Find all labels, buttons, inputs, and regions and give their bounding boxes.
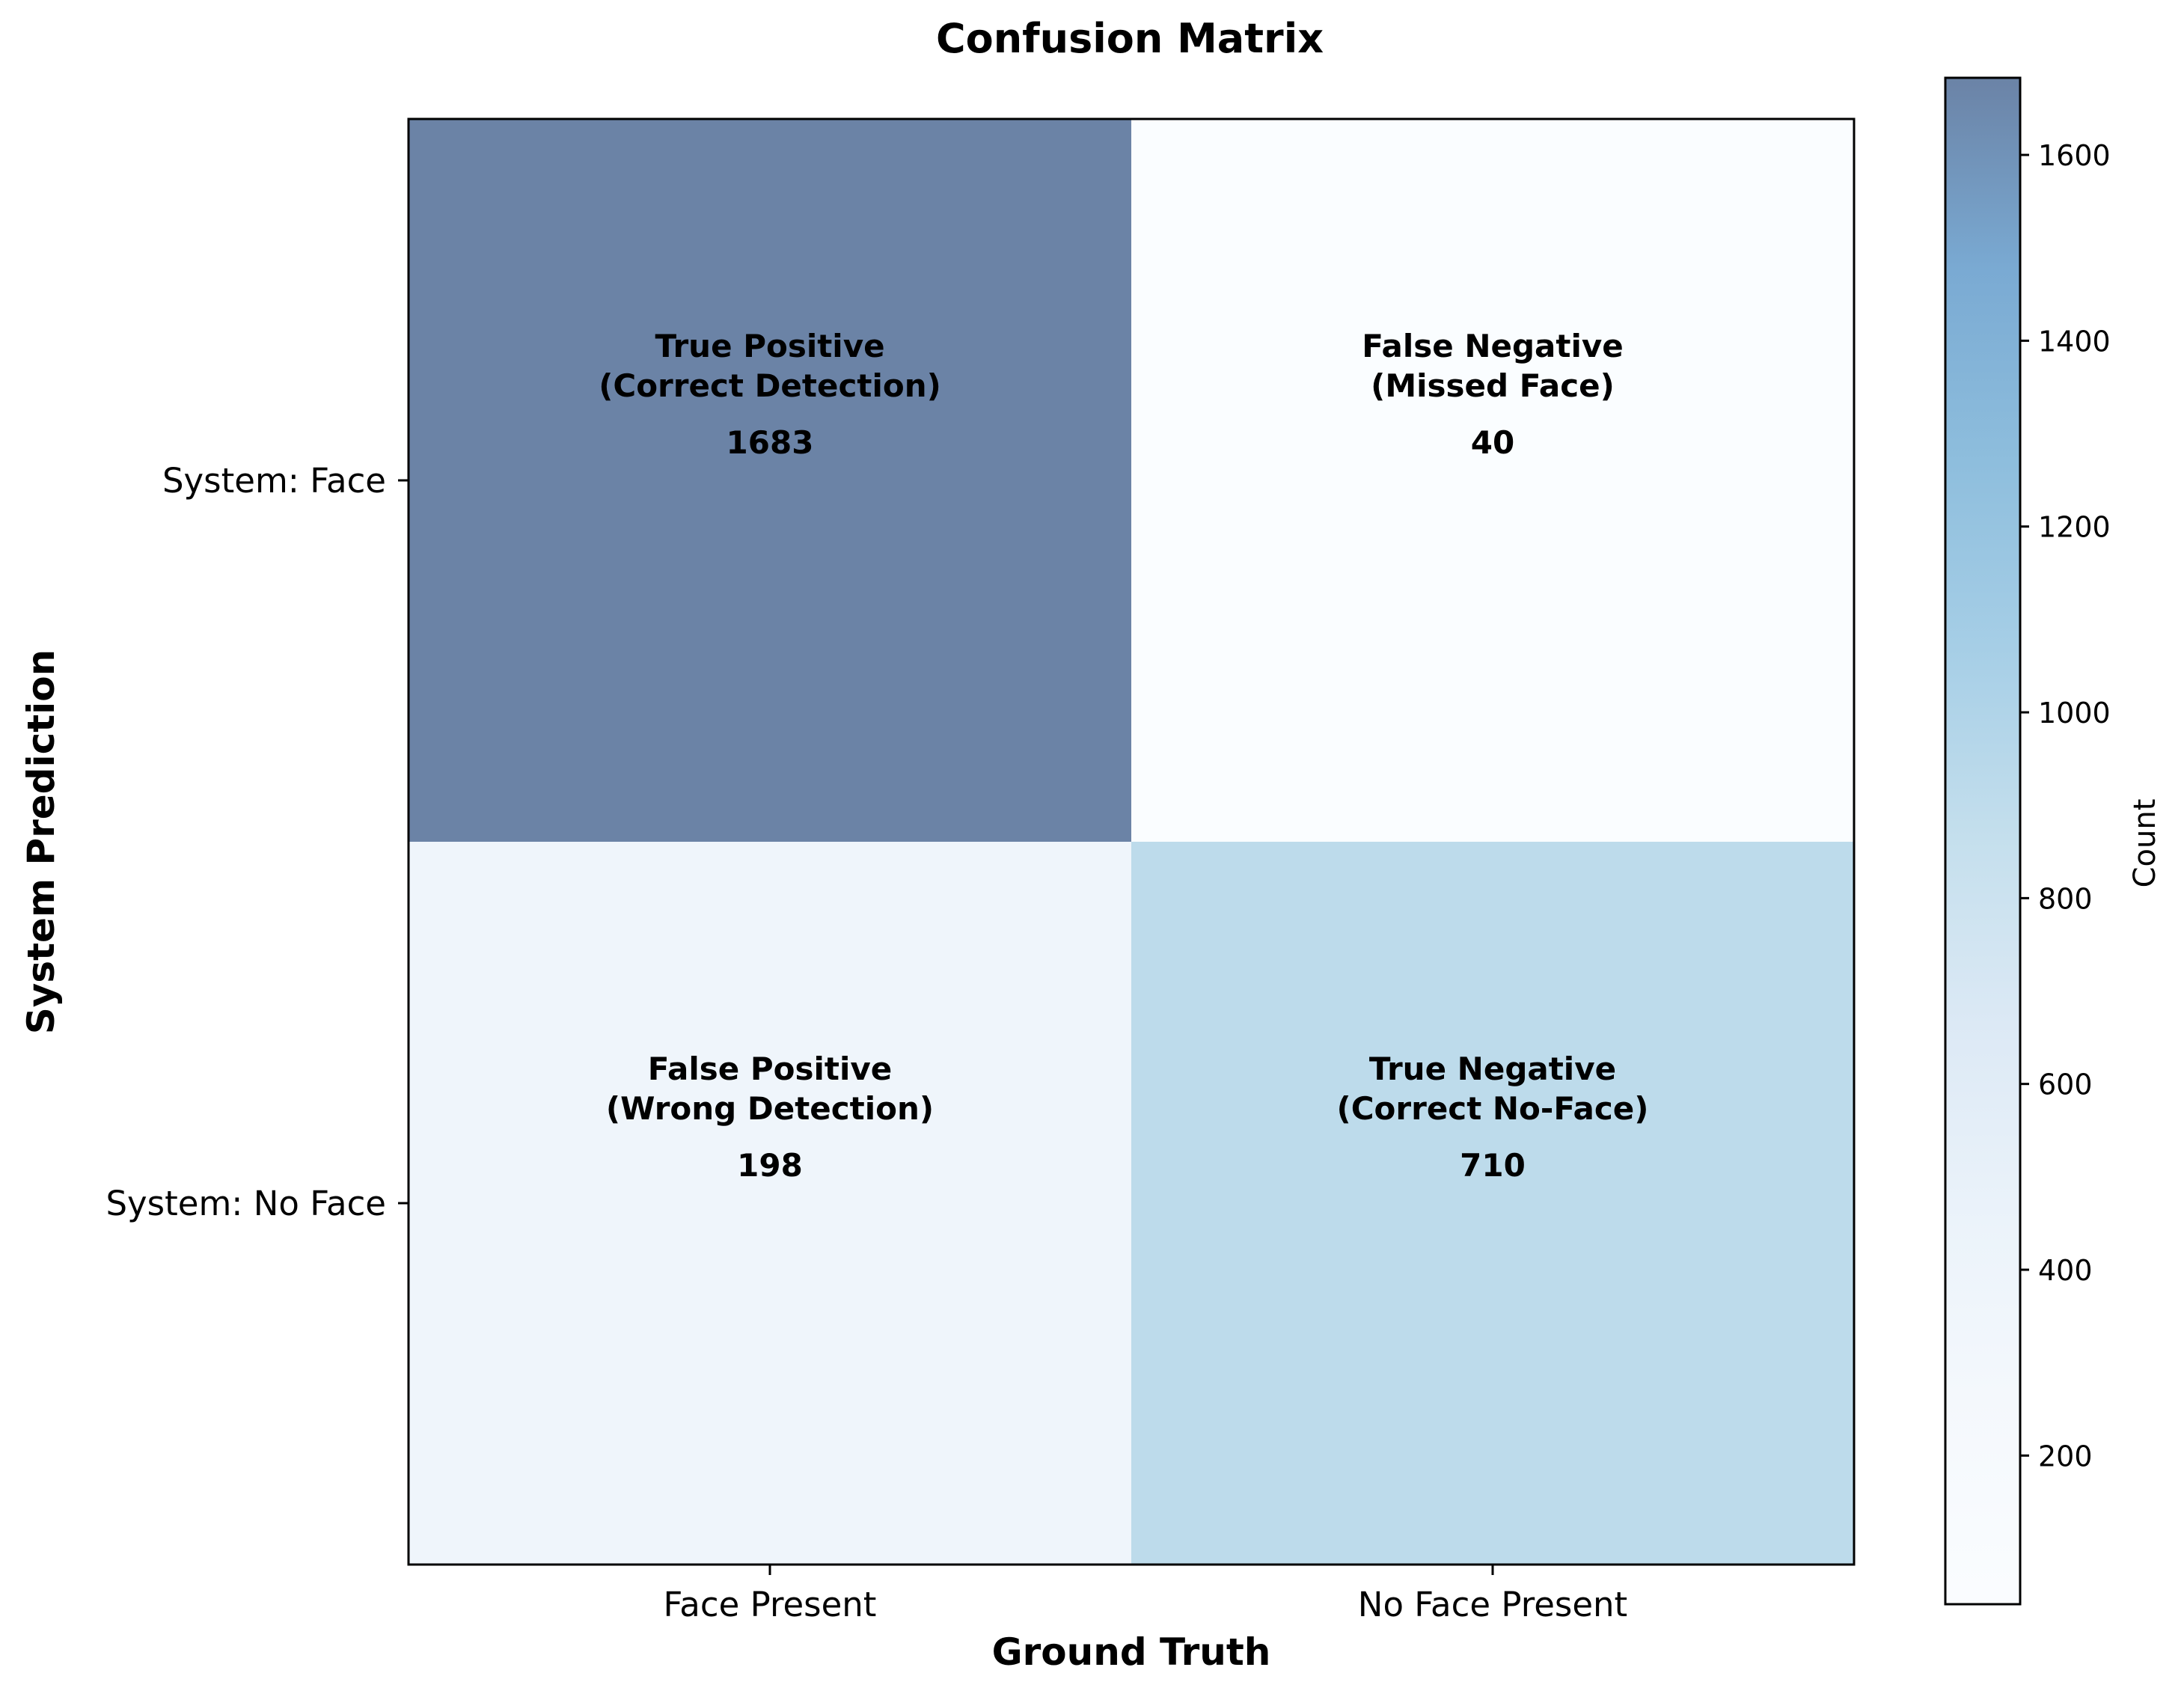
cell-label-line2: (Correct No-Face) [1337, 1090, 1649, 1127]
cell-label-line2: (Missed Face) [1371, 367, 1615, 404]
x-axis-ticks: Face Present No Face Present [664, 1565, 1627, 1624]
colorbar-tick-label: 600 [2038, 1068, 2093, 1101]
heatmap-cell [409, 119, 1132, 843]
x-tick-label: Face Present [664, 1585, 877, 1624]
cell-label-line1: True Negative [1369, 1051, 1616, 1087]
heatmap-cell-group: False Negative(Missed Face) 40 [1131, 119, 1855, 843]
y-tick-label: System: Face [162, 461, 386, 501]
heatmap-cell-group: False Positive(Wrong Detection) 198 [409, 842, 1132, 1565]
cell-value: 710 [1460, 1147, 1526, 1184]
colorbar: 200 400 600 800 1000 1200 1400 1600 Count [1944, 76, 2162, 1606]
cell-label-line1: False Positive [648, 1051, 892, 1087]
colorbar-frame [1944, 76, 2022, 1606]
cell-label-line1: False Negative [1362, 328, 1623, 364]
plot-frame [407, 117, 1856, 1566]
cell-value: 1683 [727, 424, 814, 461]
cell-label-line2: (Correct Detection) [599, 367, 941, 404]
heatmap-cell-group: True Positive(Correct Detection) 1683 [409, 119, 1132, 843]
colorbar-tick-label: 1000 [2038, 697, 2111, 730]
colorbar-tick-label: 800 [2038, 882, 2093, 915]
cell-value: 198 [737, 1147, 803, 1184]
y-axis-ticks: System: Face System: No Face [105, 461, 409, 1223]
x-axis-label: Ground Truth [992, 1630, 1271, 1674]
heatmap-cells: True Positive(Correct Detection) 1683 Fals… [409, 119, 1855, 1565]
cell-label-line2: (Wrong Detection) [606, 1090, 934, 1127]
heatmap-cell [1131, 842, 1855, 1565]
colorbar-tick-label: 1400 [2038, 325, 2111, 358]
cell-value: 40 [1471, 424, 1514, 461]
colorbar-tick-label: 1600 [2038, 139, 2111, 172]
x-tick-label: No Face Present [1358, 1585, 1627, 1624]
colorbar-ticks: 200 400 600 800 1000 1200 1400 1600 [2020, 139, 2111, 1473]
heatmap-cell-group: True Negative(Correct No-Face) 710 [1131, 842, 1855, 1565]
colorbar-tick-label: 400 [2038, 1254, 2093, 1287]
colorbar-tick-label: 1200 [2038, 511, 2111, 544]
y-axis-label: System Prediction [19, 649, 63, 1034]
cell-label-line1: True Positive [655, 328, 884, 364]
colorbar-label: Count [2128, 799, 2162, 888]
chart-title: Confusion Matrix [936, 15, 1324, 62]
colorbar-tick-label: 200 [2038, 1440, 2093, 1473]
heatmap-cell [409, 842, 1132, 1565]
colorbar-gradient [1945, 78, 2020, 1604]
y-tick-label: System: No Face [105, 1184, 386, 1223]
heatmap-cell [1131, 119, 1855, 843]
